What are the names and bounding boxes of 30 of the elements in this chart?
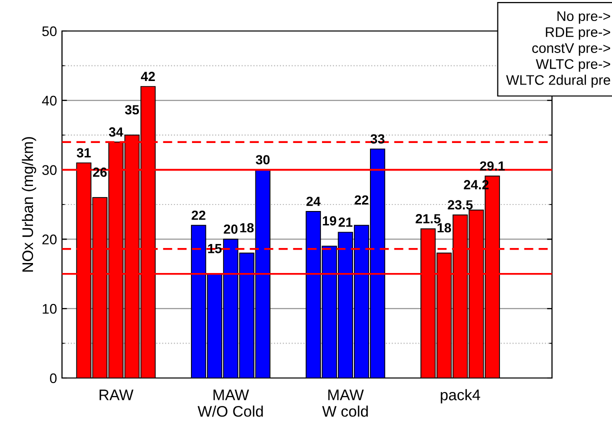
data-label: 42 bbox=[140, 72, 155, 82]
y-tick-label: 20 bbox=[42, 234, 57, 244]
x-tick-label: pack4 bbox=[440, 389, 480, 404]
data-label: 24 bbox=[306, 196, 321, 206]
data-label: 34 bbox=[108, 127, 124, 137]
y-tick-label: 30 bbox=[42, 165, 57, 175]
y-tick-label: 0 bbox=[50, 373, 57, 384]
data-label: 33 bbox=[370, 134, 384, 144]
data-label: 21 bbox=[338, 218, 352, 227]
data-label: 35 bbox=[124, 105, 139, 114]
data-label: 23.5 bbox=[448, 200, 473, 210]
y-tick-label: 50 bbox=[42, 26, 57, 36]
data-label: 30 bbox=[256, 155, 270, 164]
y-tick-label: 40 bbox=[42, 96, 57, 106]
x-tick-label: MAW W/O Cold bbox=[198, 390, 263, 417]
data-label: 15 bbox=[208, 244, 222, 254]
data-label: 29.1 bbox=[480, 161, 505, 171]
data-label: 31 bbox=[76, 148, 91, 158]
data-label: 18 bbox=[240, 223, 254, 232]
data-label: 20 bbox=[224, 224, 238, 234]
data-label: 21.5 bbox=[416, 214, 441, 224]
data-label: 18 bbox=[438, 223, 452, 232]
y-tick-label: 10 bbox=[42, 304, 57, 314]
annotation: No pre-> RDE pre-> constV pre-> WLTC pre-> WLTC 2dural pre bbox=[506, 11, 610, 88]
data-label: 22 bbox=[192, 210, 206, 220]
data-label: 19 bbox=[322, 216, 336, 226]
data-label: 22 bbox=[354, 195, 368, 205]
y-axis-title: NOx Urban (mg/km) bbox=[22, 137, 36, 272]
x-tick-label: MAW W cold bbox=[322, 390, 368, 417]
x-tick-label: RAW bbox=[100, 390, 134, 400]
